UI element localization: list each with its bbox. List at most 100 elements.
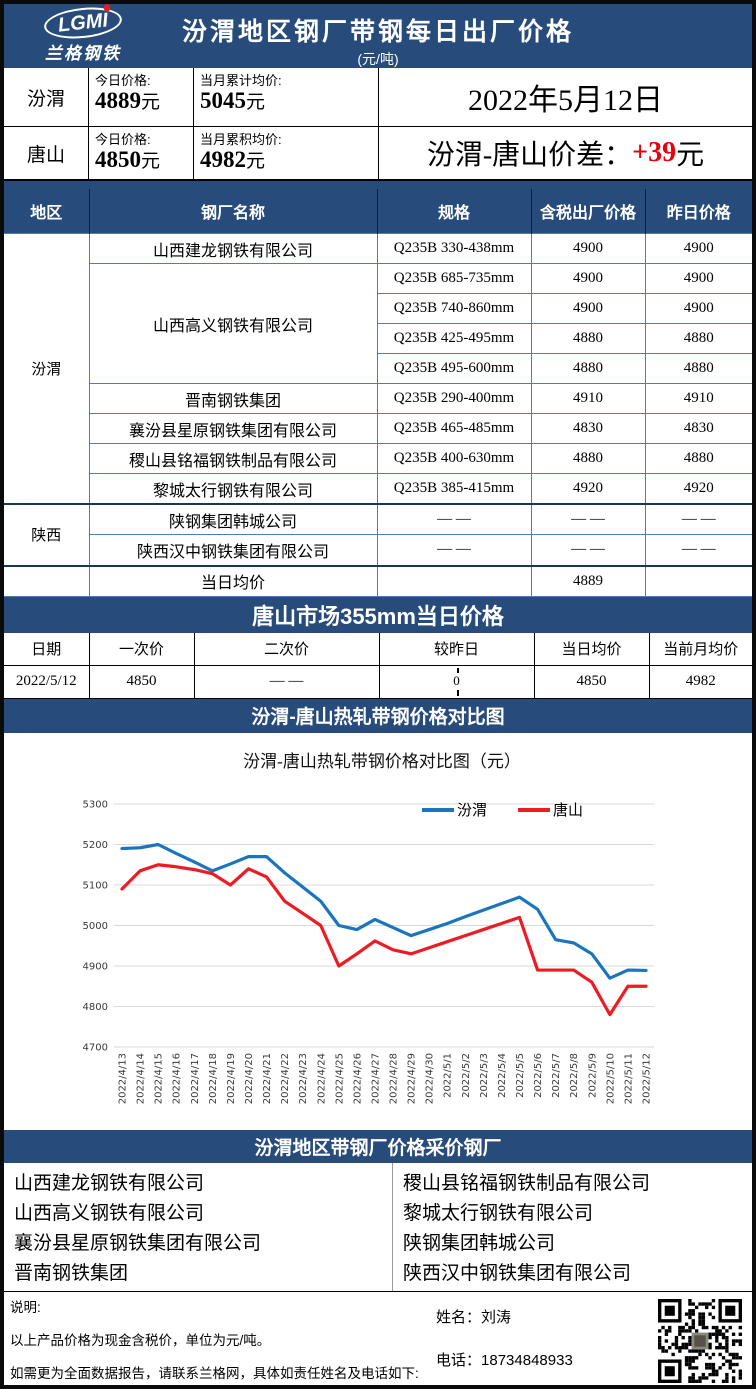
svg-text:2022/5/8: 2022/5/8 bbox=[569, 1053, 580, 1098]
svg-text:2022/5/2: 2022/5/2 bbox=[461, 1053, 472, 1098]
list-item: 山西高义钢铁有限公司 bbox=[14, 1203, 205, 1224]
daily-average-label: 当日均价 bbox=[88, 564, 378, 597]
logo-subtext: 兰格钢铁 bbox=[45, 44, 121, 63]
svg-text:2022/4/25: 2022/4/25 bbox=[334, 1053, 345, 1104]
price-cell: 4880 bbox=[530, 443, 646, 474]
svg-text:2022/4/20: 2022/4/20 bbox=[244, 1053, 255, 1104]
col-header-region: 地区 bbox=[4, 189, 90, 234]
report-header: LGMI 兰格钢铁 汾渭地区钢厂带钢每日出厂价格 (元/吨) bbox=[4, 4, 752, 68]
first-price-cell: 4850 bbox=[88, 664, 195, 699]
col-header-vs-yesterday: 较昨日 bbox=[378, 632, 535, 666]
lgmi-logo: LGMI 兰格钢铁 bbox=[18, 4, 148, 64]
price-cell: 4910 bbox=[530, 383, 646, 414]
mill-cell: 襄汾县星原钢铁集团有限公司 bbox=[89, 413, 378, 444]
svg-text:4700: 4700 bbox=[83, 1042, 108, 1053]
svg-text:5300: 5300 bbox=[83, 799, 108, 810]
price-cell: 4920 bbox=[530, 473, 646, 505]
line-chart: 4700 4800 4900 5000 5100 5200 5300 2022/4/13 202… bbox=[83, 751, 654, 1104]
svg-text:2022/5/7: 2022/5/7 bbox=[551, 1053, 562, 1098]
summary-region-tangshan: 唐山 bbox=[4, 127, 89, 180]
summary-tangshan-avg: 当月累积均价: 4982元 bbox=[194, 127, 379, 180]
daily-average-row: 当日均价 4889 bbox=[4, 564, 752, 597]
table-row: 汾渭 山西建龙钢铁有限公司 Q235B 330-438mm 4900 4900 bbox=[4, 233, 752, 505]
svg-text:2022/4/29: 2022/4/29 bbox=[407, 1053, 418, 1104]
prev-cell: 4880 bbox=[644, 353, 752, 384]
mill-cell: 陕钢集团韩城公司 bbox=[88, 503, 378, 535]
contact-phone: 18734848933 bbox=[481, 1351, 573, 1369]
today-price-label: 今日价格: bbox=[95, 73, 151, 88]
col-header-first-price: 一次价 bbox=[88, 632, 195, 666]
comparison-chart: 4700 4800 4900 5000 5100 5200 5300 2022/4/13 202… bbox=[4, 732, 752, 1130]
spec-cell: Q235B 425-495mm bbox=[377, 323, 532, 354]
today-price-label: 今日价格: bbox=[95, 132, 151, 147]
svg-text:2022/4/27: 2022/4/27 bbox=[370, 1053, 381, 1104]
svg-text:汾渭-唐山热轧带钢价格对比图（元）: 汾渭-唐山热轧带钢价格对比图（元） bbox=[243, 751, 521, 771]
note-title: 说明: bbox=[10, 1299, 41, 1315]
svg-text:唐山: 唐山 bbox=[553, 802, 583, 819]
prev-cell: 4830 bbox=[644, 413, 752, 444]
prev-cell: 4900 bbox=[644, 293, 752, 324]
contact-phone-label: 电话： bbox=[436, 1351, 482, 1369]
svg-text:2022/5/1: 2022/5/1 bbox=[443, 1053, 454, 1098]
svg-text:2022/5/12: 2022/5/12 bbox=[642, 1053, 653, 1104]
lgmi-logo-icon: LGMI bbox=[42, 4, 124, 42]
mill-cell: 黎城太行钢铁有限公司 bbox=[89, 473, 378, 505]
svg-text:2022/4/22: 2022/4/22 bbox=[280, 1053, 291, 1104]
spec-cell: Q235B 495-600mm bbox=[377, 353, 532, 384]
price-table-header-row: 地区 钢厂名称 规格 含税出厂价格 昨日价格 bbox=[4, 189, 752, 234]
region-cell-fenwei: 汾渭 bbox=[4, 233, 90, 505]
col-header-prev: 昨日价格 bbox=[645, 189, 752, 234]
spec-cell: — — bbox=[376, 534, 532, 566]
col-header-mill: 钢厂名称 bbox=[89, 189, 378, 234]
suppliers-section-title: 汾渭地区带钢厂价格采价钢厂 bbox=[4, 1129, 752, 1163]
svg-text:2022/4/21: 2022/4/21 bbox=[262, 1053, 273, 1104]
region-cell-empty bbox=[4, 564, 90, 597]
logo-text: LGMI bbox=[56, 9, 110, 37]
col-header-date: 日期 bbox=[4, 632, 90, 666]
svg-text:5000: 5000 bbox=[83, 921, 108, 932]
price-cell: 4880 bbox=[530, 353, 646, 384]
spec-cell: — — bbox=[376, 503, 532, 535]
table-row: 黎城太行钢铁有限公司 Q235B 385-415mm 4920 4920 bbox=[4, 473, 752, 505]
prev-cell: 4880 bbox=[644, 443, 752, 474]
table-row: 晋南钢铁集团 Q235B 290-400mm 4910 4910 bbox=[4, 383, 752, 414]
price-cell: 4900 bbox=[530, 233, 646, 264]
list-item: 山西建龙钢铁有限公司 bbox=[14, 1173, 205, 1194]
note-line: 以上产品价格为现金含税价，单位为元/吨。 bbox=[10, 1332, 271, 1348]
svg-text:2022/5/11: 2022/5/11 bbox=[623, 1053, 634, 1104]
svg-text:2022/4/24: 2022/4/24 bbox=[316, 1053, 327, 1104]
spec-cell: Q235B 290-400mm bbox=[376, 383, 532, 414]
unit: 元 bbox=[676, 140, 705, 171]
svg-text:2022/4/18: 2022/4/18 bbox=[208, 1053, 219, 1104]
tangshan-header-row: 日期 一次价 二次价 较昨日 当日均价 当前月均价 bbox=[4, 632, 752, 666]
report-date: 2022年5月12日 bbox=[379, 68, 752, 127]
svg-text:2022/4/14: 2022/4/14 bbox=[136, 1053, 147, 1104]
table-row: 稷山县铭福钢铁制品有限公司 Q235B 400-630mm 4880 4880 bbox=[4, 443, 752, 474]
prev-cell: 4910 bbox=[644, 383, 752, 414]
region-cell-shaanxi: 陕西 bbox=[4, 503, 90, 566]
col-header-daily-avg: 当日均价 bbox=[533, 632, 650, 666]
price-diff-value: +39 bbox=[632, 137, 677, 168]
price-diff: 汾渭-唐山价差： +39 元 bbox=[379, 127, 752, 180]
tangshan-data-row: 2022/5/12 4850 — — 0 4850 4982 bbox=[4, 664, 752, 699]
spec-cell bbox=[376, 564, 532, 597]
svg-text:2022/4/30: 2022/4/30 bbox=[425, 1053, 436, 1104]
svg-text:4800: 4800 bbox=[83, 1002, 108, 1013]
table-row: 襄汾县星原钢铁集团有限公司 Q235B 465-485mm 4830 4830 bbox=[4, 413, 752, 444]
mill-cell: 稷山县铭福钢铁制品有限公司 bbox=[89, 443, 378, 474]
svg-text:2022/4/15: 2022/4/15 bbox=[154, 1053, 165, 1104]
spec-cell: Q235B 330-438mm bbox=[376, 233, 532, 264]
price-cell: 4830 bbox=[530, 413, 646, 444]
suppliers-right-column: 稷山县铭福钢铁制品有限公司 黎城太行钢铁有限公司 陕钢集团韩城公司 陕西汉中钢铁… bbox=[392, 1162, 752, 1291]
second-price-cell: — — bbox=[193, 664, 380, 699]
col-header-price: 含税出厂价格 bbox=[531, 189, 646, 234]
svg-text:汾渭: 汾渭 bbox=[457, 802, 487, 819]
daily-avg-cell: 4850 bbox=[533, 664, 650, 699]
unit: 元 bbox=[141, 151, 161, 172]
unit: 元 bbox=[246, 92, 266, 113]
change-cell: 0 bbox=[378, 664, 535, 699]
svg-text:2022/4/17: 2022/4/17 bbox=[190, 1053, 201, 1104]
list-item: 晋南钢铁集团 bbox=[14, 1263, 129, 1284]
summary-fenwei-avg: 当月累计均价: 5045元 bbox=[194, 68, 379, 127]
